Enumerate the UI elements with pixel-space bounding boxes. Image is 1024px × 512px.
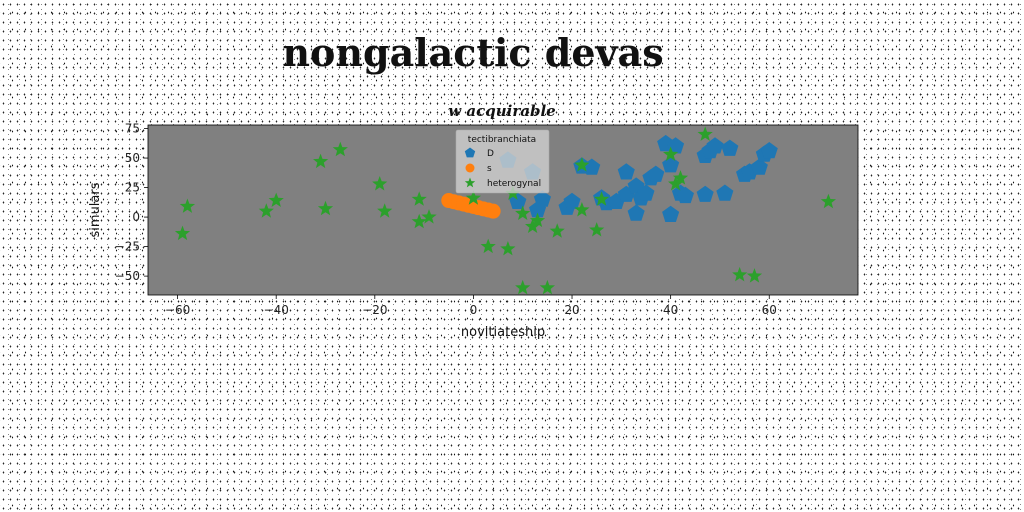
data-point [465,190,481,205]
data-point [750,158,768,175]
data-point [485,203,501,219]
data-point [515,205,531,220]
data-point [268,192,284,207]
series-s [441,193,501,219]
y-tick-label: 0 [132,210,140,224]
data-point [539,279,555,295]
data-point [820,193,836,209]
data-point [563,192,581,209]
legend: tectibranchiata Ds heterogynal [455,129,550,194]
y-tick-label: 25 [125,181,140,195]
data-point [549,223,565,238]
data-point [627,204,645,221]
x-tick-label: −20 [362,303,387,317]
chart-title: nongalactic devas [282,30,664,75]
x-axis: −60 −40 −20 0 20 40 60 [165,295,777,317]
legend-marker-heterogynal [464,177,476,188]
data-point [574,202,590,217]
data-point [317,200,334,216]
x-tick-label: 0 [470,303,478,317]
x-axis-label: novitiateship [461,325,545,340]
x-tick-label: −40 [264,303,289,317]
data-point [716,184,734,201]
y-tick-label: −50 [115,269,140,283]
y-tick-label: −25 [115,240,140,254]
legend-marker-s [465,163,475,173]
data-point [179,198,196,213]
data-point [696,185,714,202]
data-point [662,205,680,222]
data-point [411,191,427,206]
data-point [617,163,635,180]
x-tick-label: 40 [663,303,678,317]
data-point [583,158,601,175]
data-point [421,209,437,224]
data-point [647,165,665,182]
x-tick-label: 60 [762,303,777,317]
data-point [637,184,655,201]
legend-label: heterogynal [487,179,541,189]
data-point [760,142,778,159]
data-point [732,266,748,282]
data-point [332,141,348,157]
data-point [574,157,590,172]
data-point [500,241,516,256]
data-point [721,139,739,156]
y-axis-label: simulars [88,182,103,237]
x-tick-label: 20 [564,303,579,317]
y-tick-label: 50 [125,151,140,165]
data-point [372,176,388,191]
data-point [676,186,694,204]
x-tick-label: −60 [165,303,190,317]
data-point [589,222,605,237]
legend-title: tectibranchiata [468,135,536,145]
data-point [313,153,329,169]
data-point [672,170,689,185]
data-point [663,146,679,161]
data-point [174,225,191,241]
legend-marker-D [464,147,476,158]
series-heterogynal [174,126,836,295]
data-point [697,126,713,141]
data-point [668,176,684,191]
data-point [594,191,610,206]
data-point [706,137,724,154]
data-point [258,203,274,218]
data-point [525,218,541,233]
data-point [529,201,547,218]
y-tick-label: 75 [125,122,140,136]
legend-label: D [487,149,494,159]
data-point [529,212,546,228]
plot-marks [174,126,836,295]
data-point [480,238,496,254]
data-point [746,268,763,283]
y-axis: −50 −25 0 25 50 75 [115,122,148,283]
data-point [411,213,427,229]
legend-label: s [487,164,492,174]
legend-box [455,129,550,194]
chart-subtitle: w acquirable [448,102,555,120]
data-point [515,279,531,295]
data-point [377,203,393,218]
